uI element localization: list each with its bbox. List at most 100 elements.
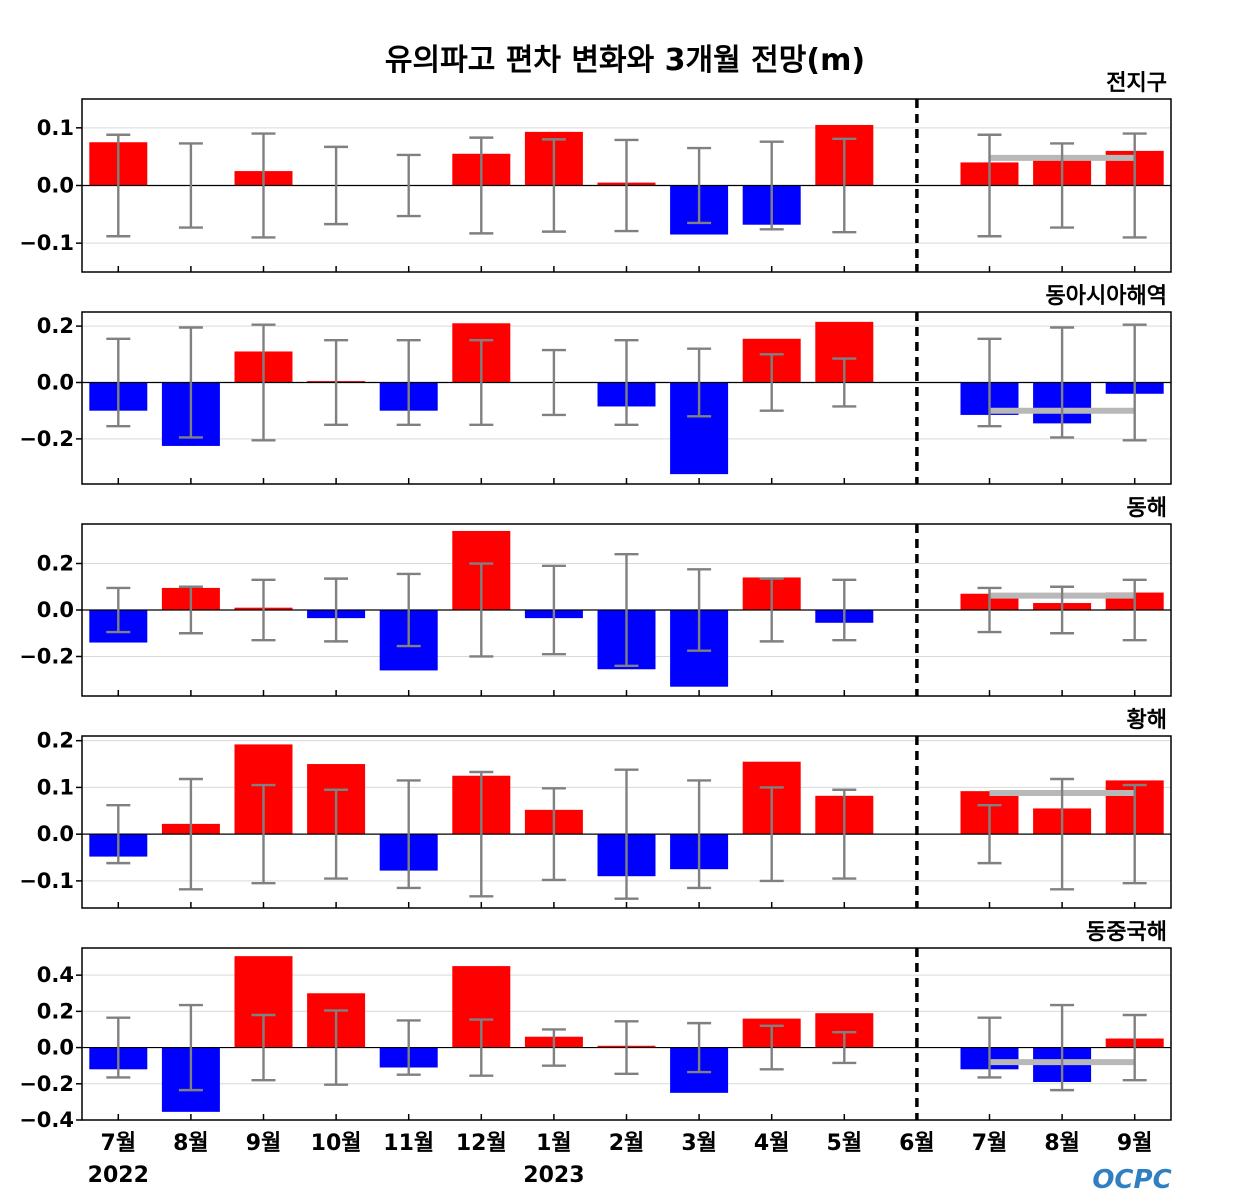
x-tick-label: 8월 xyxy=(1044,1131,1080,1156)
error-bar xyxy=(687,1021,712,1074)
error-bar xyxy=(541,564,566,656)
x-tick-label: 2월 xyxy=(609,1131,645,1156)
error-bar xyxy=(977,1016,1002,1079)
x-tick-label: 7월 xyxy=(972,1131,1008,1156)
error-bar xyxy=(469,338,494,426)
y-tick-label: −0.2 xyxy=(19,427,74,451)
error-bar xyxy=(178,777,203,891)
x-tick-label: 10월 xyxy=(311,1131,362,1156)
error-bar xyxy=(977,337,1002,428)
error-bar xyxy=(977,803,1002,865)
error-bar xyxy=(251,132,276,239)
error-bar xyxy=(1050,142,1075,229)
error-bar xyxy=(396,779,421,890)
error-bar xyxy=(614,1020,639,1076)
y-tick-label: 0.0 xyxy=(37,1036,74,1060)
error-bar xyxy=(106,1016,131,1079)
panel-5: 동중국해 −0.4 −0.2 0.0 0.2 0.4 xyxy=(19,920,1172,1132)
error-bar xyxy=(759,1024,784,1071)
y-tick-label: 0.1 xyxy=(37,775,74,799)
error-bar xyxy=(541,787,566,882)
error-bar xyxy=(469,136,494,235)
error-bar xyxy=(614,138,639,233)
y-tick-label: 0.4 xyxy=(37,963,74,987)
chart-panels: 전지구 −0.1 0.0 0.1 동아시아해역 −0.2 0.0 0.2 동해 −0.2 0.0 0.… xyxy=(19,71,1172,1132)
error-bar xyxy=(614,768,639,900)
error-bar xyxy=(251,783,276,885)
panel-title: 동중국해 xyxy=(1086,920,1167,945)
error-bar xyxy=(832,788,857,880)
error-bar xyxy=(541,348,566,417)
error-bar xyxy=(178,1003,203,1092)
y-tick-label: 0.0 xyxy=(37,370,74,394)
error-bar xyxy=(324,577,349,643)
error-bar xyxy=(1122,323,1147,442)
error-bar xyxy=(469,1018,494,1077)
error-bar xyxy=(1122,132,1147,239)
error-bar xyxy=(1050,585,1075,635)
error-bar xyxy=(687,779,712,890)
x-tick-label: 9월 xyxy=(246,1131,282,1156)
error-bar xyxy=(614,338,639,426)
error-bar xyxy=(469,770,494,898)
y-tick-label: 0.2 xyxy=(37,314,74,338)
error-bar xyxy=(687,568,712,652)
y-tick-label: 0.1 xyxy=(37,116,74,140)
error-bar xyxy=(1122,578,1147,642)
year-label: 2023 xyxy=(523,1163,584,1188)
error-bar xyxy=(106,586,131,634)
error-bar xyxy=(396,338,421,426)
y-tick-label: 0.0 xyxy=(37,174,74,198)
ocpc-logo: OCPC xyxy=(1092,1165,1171,1195)
error-bar xyxy=(1122,1013,1147,1082)
error-bar xyxy=(1122,783,1147,885)
error-bar xyxy=(324,338,349,426)
y-tick-label: 0.2 xyxy=(37,552,74,576)
x-axis-labels: 7월 8월 9월 10월 11월 12월 1월 2월 3월 4월 5월 6월 7월 8월 9월 2022 202… xyxy=(88,1131,1153,1188)
x-tick-label: 7월 xyxy=(101,1131,137,1156)
error-bar xyxy=(832,137,857,234)
error-bar xyxy=(469,562,494,658)
error-bar xyxy=(178,142,203,229)
x-tick-label: 9월 xyxy=(1117,1131,1153,1156)
error-bar xyxy=(687,146,712,225)
error-bar xyxy=(396,572,421,648)
panel-title: 동아시아해역 xyxy=(1046,284,1167,309)
x-tick-label: 11월 xyxy=(383,1131,434,1156)
error-bar xyxy=(106,133,131,238)
year-label: 2022 xyxy=(88,1163,149,1188)
error-bar xyxy=(106,337,131,428)
error-bar xyxy=(324,788,349,880)
x-tick-label: 6월 xyxy=(899,1131,935,1156)
error-bar xyxy=(178,585,203,635)
panel-4: 황해 −0.1 0.0 0.1 0.2 xyxy=(19,708,1172,909)
error-bar xyxy=(396,1019,421,1076)
panel-title: 전지구 xyxy=(1106,71,1167,96)
y-tick-label: 0.0 xyxy=(37,598,74,622)
x-tick-label: 3월 xyxy=(681,1131,717,1156)
y-tick-label: −0.1 xyxy=(19,869,74,893)
y-tick-label: −0.2 xyxy=(19,1072,74,1096)
panel-2: 동아시아해역 −0.2 0.0 0.2 xyxy=(19,284,1172,485)
error-bar xyxy=(614,553,639,667)
error-bar xyxy=(541,1028,566,1067)
error-bar xyxy=(759,140,784,231)
error-bar xyxy=(251,1013,276,1082)
x-tick-label: 4월 xyxy=(754,1131,790,1156)
error-bar xyxy=(832,578,857,642)
x-tick-label: 5월 xyxy=(827,1131,863,1156)
chart-title: 유의파고 편차 변화와 3개월 전망(m) xyxy=(385,43,865,78)
error-bar xyxy=(977,586,1002,634)
error-bar xyxy=(832,357,857,408)
error-bar xyxy=(251,323,276,442)
error-bar xyxy=(759,577,784,643)
error-bar xyxy=(1050,1003,1075,1092)
error-bar xyxy=(396,153,421,218)
error-bar xyxy=(759,786,784,883)
panel-3: 동해 −0.2 0.0 0.2 xyxy=(19,496,1172,697)
error-bar xyxy=(106,803,131,865)
panel-title: 황해 xyxy=(1127,708,1167,733)
y-tick-label: −0.1 xyxy=(19,231,74,255)
x-tick-label: 1월 xyxy=(536,1131,572,1156)
